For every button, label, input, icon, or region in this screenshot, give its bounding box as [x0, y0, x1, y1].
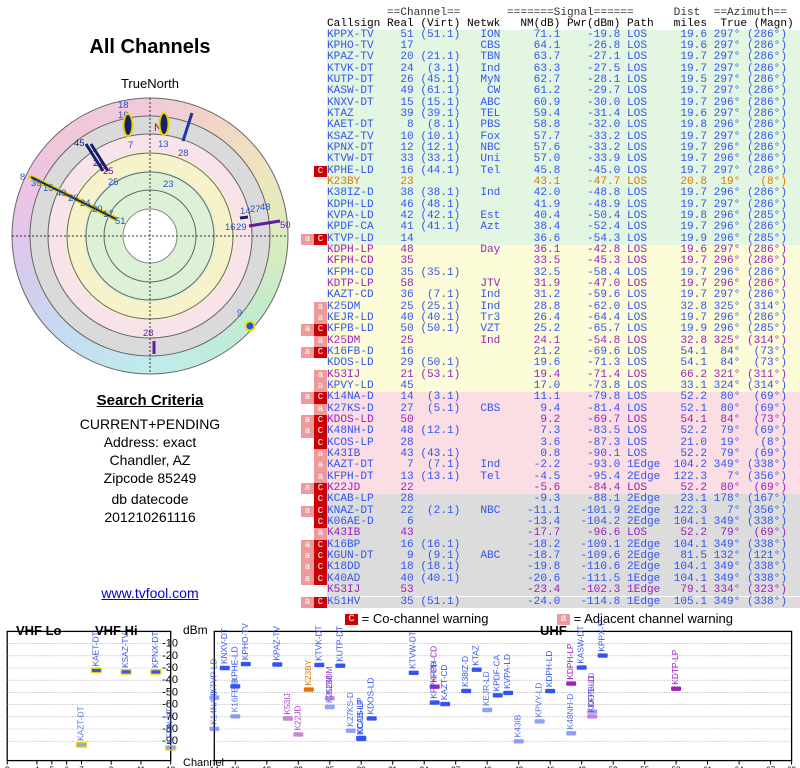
svg-text:8: 8: [20, 172, 25, 183]
svg-text:17: 17: [103, 209, 114, 220]
svg-text:25: 25: [103, 166, 114, 177]
svg-text:KTAZ: KTAZ: [471, 645, 481, 666]
svg-text:KTVK-DT: KTVK-DT: [313, 625, 323, 661]
svg-text:7: 7: [128, 140, 133, 151]
svg-text:21: 21: [93, 158, 104, 169]
svg-text:-40: -40: [162, 674, 178, 686]
svg-text:-30: -30: [162, 662, 178, 674]
svg-text:KVPA-LD: KVPA-LD: [502, 654, 512, 689]
svg-text:28: 28: [143, 328, 154, 339]
svg-text:K14NA-D: K14NA-D: [208, 690, 218, 725]
svg-text:K38IZ-D: K38IZ-D: [460, 656, 470, 687]
svg-text:KSAZ-TV: KSAZ-TV: [120, 632, 130, 668]
svg-text:KPAZ-TV: KPAZ-TV: [271, 626, 281, 661]
svg-text:9: 9: [237, 308, 242, 319]
svg-text:28: 28: [178, 148, 189, 159]
svg-text:KPDF-CA: KPDF-CA: [492, 654, 502, 691]
svg-text:KCAB-LP: KCAB-LP: [355, 699, 365, 735]
svg-text:KDOS-LD: KDOS-LD: [586, 676, 596, 713]
svg-text:23: 23: [163, 179, 174, 190]
svg-text:KAET-DT: KAET-DT: [90, 631, 100, 666]
svg-text:K23BY: K23BY: [303, 659, 313, 685]
svg-text:51: 51: [115, 216, 126, 227]
svg-text:KAZT-CD: KAZT-CD: [439, 665, 449, 701]
svg-text:48: 48: [260, 202, 271, 213]
svg-text:KNXV-DT: KNXV-DT: [219, 628, 229, 664]
svg-text:27: 27: [250, 204, 261, 215]
svg-text:13: 13: [158, 139, 169, 150]
svg-text:K22JD: K22JD: [292, 705, 302, 730]
svg-text:39: 39: [31, 178, 42, 189]
svg-text:KPHE-LD: KPHE-LD: [229, 646, 239, 682]
svg-text:K43IB: K43IB: [513, 714, 523, 737]
svg-text:KEJR-LD: KEJR-LD: [481, 671, 491, 706]
svg-text:KTVW-DT: KTVW-DT: [408, 631, 418, 669]
svg-text:16: 16: [225, 222, 236, 233]
svg-text:24: 24: [80, 198, 91, 209]
svg-text:KUTP-DT: KUTP-DT: [334, 626, 344, 662]
svg-text:KPPX-TV: KPPX-TV: [597, 620, 607, 652]
svg-text:-10: -10: [162, 638, 178, 650]
svg-text:26: 26: [68, 193, 79, 204]
svg-text:K25DM: K25DM: [324, 667, 334, 695]
svg-text:KDOS-LD: KDOS-LD: [366, 678, 376, 715]
svg-text:KDTP-LP: KDTP-LP: [670, 649, 680, 685]
svg-text:K27KS-D: K27KS-D: [345, 692, 355, 727]
svg-text:KPHO-TV: KPHO-TV: [240, 623, 250, 660]
svg-text:KTVP-LD: KTVP-LD: [208, 659, 218, 694]
svg-text:KPVY-LD: KPVY-LD: [534, 683, 544, 718]
svg-text:KDPH-LP: KDPH-LP: [565, 643, 575, 679]
svg-text:K48NH-D: K48NH-D: [565, 694, 575, 730]
svg-text:-50: -50: [162, 686, 178, 698]
svg-text:KDPH-LD: KDPH-LD: [544, 651, 554, 687]
svg-text:14: 14: [240, 206, 251, 217]
svg-text:45: 45: [74, 138, 85, 149]
svg-text:KAZT-DT: KAZT-DT: [76, 706, 86, 741]
svg-text:15: 15: [43, 183, 54, 194]
svg-text:K16FB-D: K16FB-D: [229, 678, 239, 712]
svg-text:KASW-DT: KASW-DT: [576, 625, 586, 663]
svg-text:K53IJ: K53IJ: [282, 693, 292, 714]
svg-text:KFPH-DT: KFPH-DT: [165, 708, 175, 744]
svg-text:50: 50: [280, 220, 291, 231]
svg-text:25: 25: [108, 177, 119, 188]
svg-text:29: 29: [236, 222, 247, 233]
svg-text:-20: -20: [162, 650, 178, 662]
svg-text:KFPH-CD: KFPH-CD: [429, 662, 439, 699]
svg-text:20: 20: [92, 204, 103, 215]
svg-text:49: 49: [56, 188, 67, 199]
svg-text:KPNX-DT: KPNX-DT: [150, 631, 160, 667]
